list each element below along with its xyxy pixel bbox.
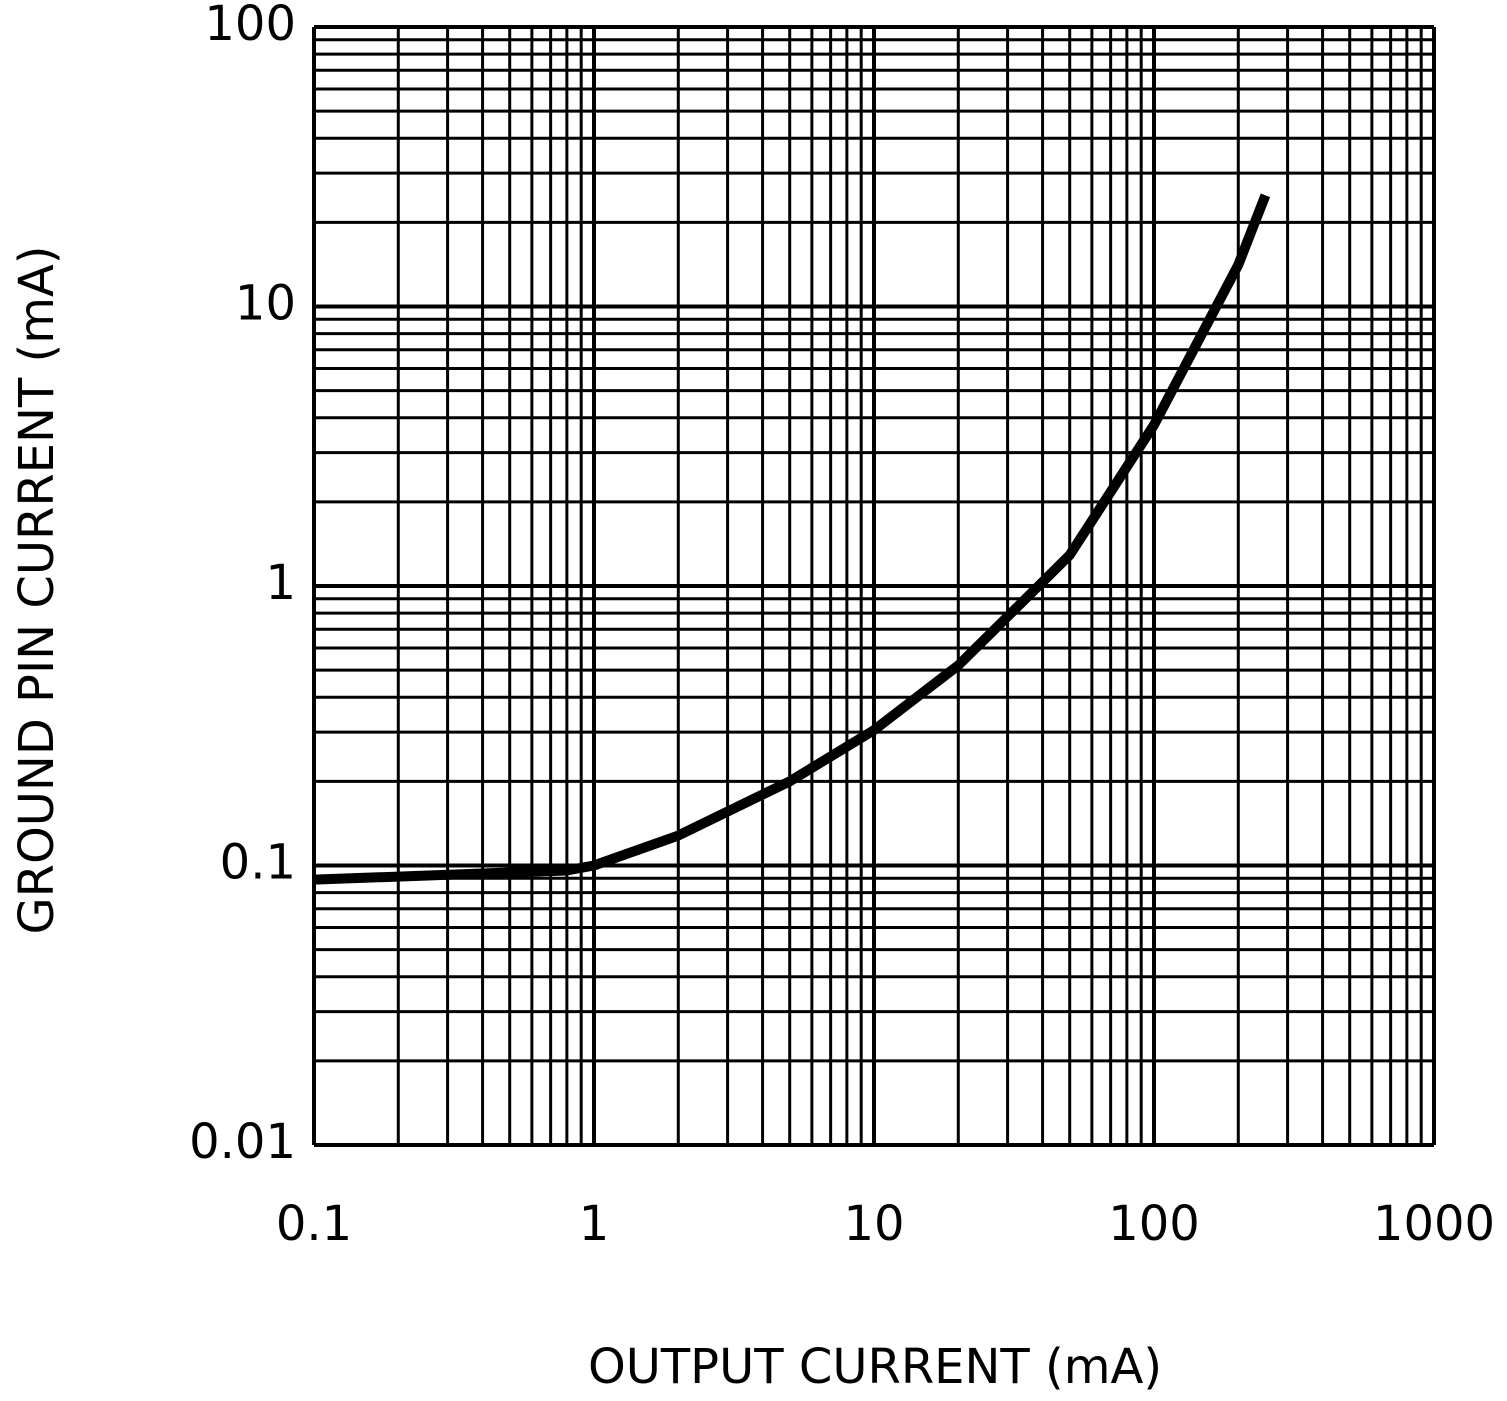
x-tick-label: 1: [579, 1196, 610, 1252]
y-tick-label: 0.01: [189, 1114, 296, 1170]
y-tick-label: 10: [235, 276, 296, 332]
y-tick-label: 0.1: [220, 835, 296, 891]
y-tick-label: 1: [265, 555, 296, 611]
x-tick-label: 0.1: [276, 1196, 352, 1252]
x-axis-label: OUTPUT CURRENT (mA): [588, 1339, 1162, 1395]
x-tick-label: 100: [1108, 1196, 1200, 1252]
y-axis-label: GROUND PIN CURRENT (mA): [9, 245, 65, 934]
y-tick-label: 100: [204, 0, 296, 52]
x-tick-label: 1000: [1373, 1196, 1495, 1252]
x-tick-label: 10: [843, 1196, 904, 1252]
data-line: [313, 193, 1271, 885]
